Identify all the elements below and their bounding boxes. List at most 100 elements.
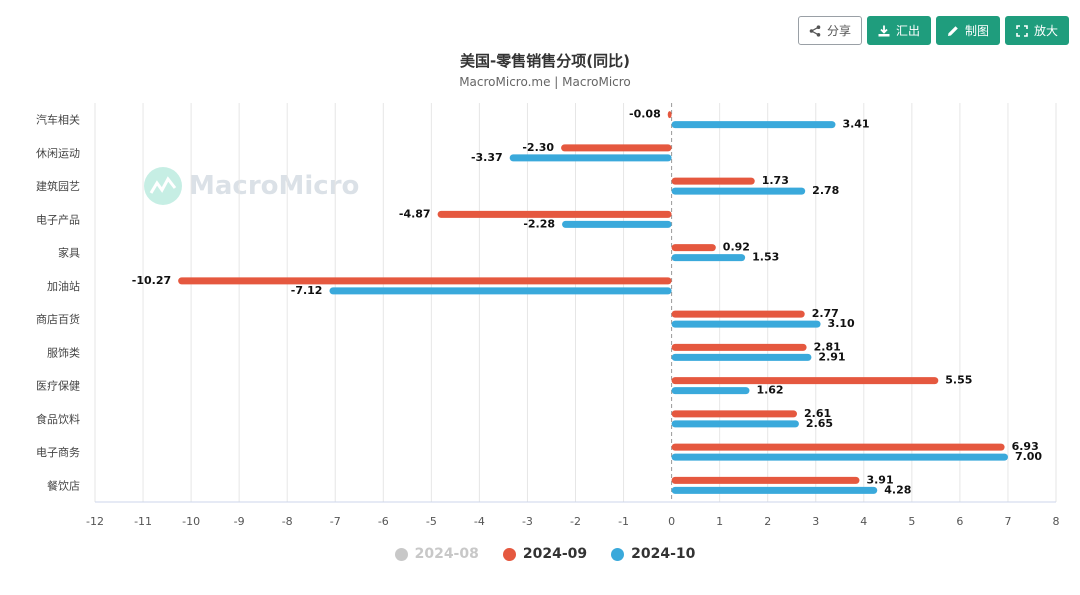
legend-label: 2024-10 xyxy=(631,546,696,562)
zoom-button[interactable]: 放大 xyxy=(1004,16,1069,45)
share-label: 分享 xyxy=(826,24,851,38)
bar-2024-09 xyxy=(671,476,860,484)
data-label: -7.12 xyxy=(291,284,323,297)
data-label: -2.28 xyxy=(523,217,555,230)
category-label: 建筑园艺 xyxy=(36,179,80,193)
bar-2024-10 xyxy=(671,187,806,195)
data-label: 2.61 xyxy=(804,407,831,420)
data-label: 1.73 xyxy=(762,174,789,187)
chart-toolbar: 分享 汇出 制图 放大 xyxy=(797,16,1069,45)
data-label: -10.27 xyxy=(132,274,171,287)
x-tick-label: -5 xyxy=(426,515,437,528)
category-label: 商店百货 xyxy=(36,312,80,326)
chart-title: 美国-零售销售分项(同比) xyxy=(460,52,630,70)
x-tick-label: 3 xyxy=(812,515,819,528)
data-label: 0.92 xyxy=(723,241,750,254)
category-label: 电子产品 xyxy=(36,212,80,226)
x-tick-label: -9 xyxy=(234,515,245,528)
bar-2024-10 xyxy=(671,121,836,129)
bar-2024-09 xyxy=(437,210,672,218)
data-label: 6.93 xyxy=(1012,440,1039,453)
data-label: 7.00 xyxy=(1015,450,1042,463)
grid-layer xyxy=(94,103,1057,503)
data-label: 1.53 xyxy=(752,251,779,264)
category-label: 加油站 xyxy=(47,279,80,293)
data-label: -3.37 xyxy=(471,151,503,164)
legend-item-2024-08[interactable]: 2024-08 xyxy=(394,546,479,562)
chart-legend: 2024-08 2024-09 2024-10 xyxy=(0,546,1080,562)
bar-2024-09 xyxy=(671,310,805,318)
legend-label: 2024-08 xyxy=(414,546,479,562)
export-label: 汇出 xyxy=(895,24,920,38)
x-tick-label: 2 xyxy=(764,515,771,528)
bar-2024-10 xyxy=(671,420,799,428)
bar-2024-10 xyxy=(509,154,672,162)
x-tick-label: 8 xyxy=(1053,515,1060,528)
x-tick-label: 1 xyxy=(716,515,723,528)
share-icon xyxy=(809,24,821,37)
bar-2024-09 xyxy=(671,377,939,385)
x-tick-label: -8 xyxy=(282,515,293,528)
category-label: 电子商务 xyxy=(36,445,80,459)
bar-2024-09 xyxy=(671,443,1005,451)
bar-2024-09 xyxy=(671,177,755,185)
draw-label: 制图 xyxy=(964,24,989,38)
x-tick-label: 7 xyxy=(1004,515,1011,528)
category-label: 食品饮料 xyxy=(36,412,80,426)
bar-2024-10 xyxy=(671,254,746,262)
data-label: 2.91 xyxy=(818,350,845,363)
legend-item-2024-09[interactable]: 2024-09 xyxy=(502,546,588,562)
data-label: 4.28 xyxy=(884,483,911,496)
data-label: 2.65 xyxy=(806,417,833,430)
category-label: 医疗保健 xyxy=(36,379,80,393)
bar-2024-10 xyxy=(329,287,672,295)
data-label: -0.08 xyxy=(629,108,661,121)
category-label: 汽车相关 xyxy=(36,113,80,127)
export-button[interactable]: 汇出 xyxy=(866,16,931,45)
data-label: 1.62 xyxy=(756,384,783,397)
x-tick-label: -2 xyxy=(570,515,581,528)
category-label: 休闲运动 xyxy=(36,146,80,160)
category-label: 餐饮店 xyxy=(47,478,80,492)
bar-2024-10 xyxy=(671,387,750,395)
legend-dot xyxy=(611,547,625,561)
x-tick-label: -12 xyxy=(86,515,104,528)
x-tick-label: -1 xyxy=(618,515,629,528)
bar-2024-10 xyxy=(671,453,1008,461)
legend-label: 2024-09 xyxy=(522,546,588,562)
data-label: 2.81 xyxy=(814,340,841,353)
x-tick-label: 5 xyxy=(908,515,915,528)
x-tick-label: 6 xyxy=(956,515,963,528)
fullscreen-icon xyxy=(1016,24,1028,37)
x-tick-label: -7 xyxy=(330,515,341,528)
x-tick-label: -3 xyxy=(522,515,533,528)
bar-2024-09 xyxy=(178,277,672,285)
category-label: 服饰类 xyxy=(47,345,80,359)
legend-item-2024-10[interactable]: 2024-10 xyxy=(611,546,695,562)
bar-2024-10 xyxy=(671,486,878,494)
bars-layer xyxy=(178,111,1008,494)
x-tick-label: 0 xyxy=(668,515,675,528)
data-label: -2.30 xyxy=(522,141,554,154)
zoom-label: 放大 xyxy=(1033,24,1058,38)
bar-2024-10 xyxy=(671,353,812,361)
legend-dot xyxy=(394,547,408,561)
data-label: 5.55 xyxy=(945,374,972,387)
pencil-icon xyxy=(947,25,958,36)
draw-button[interactable]: 制图 xyxy=(935,16,1000,45)
chart-subtitle: MacroMicro.me | MacroMicro xyxy=(459,75,631,89)
x-tick-label: -4 xyxy=(474,515,485,528)
bar-2024-09 xyxy=(667,111,672,119)
bar-2024-09 xyxy=(561,144,672,152)
data-label: 3.91 xyxy=(866,473,893,486)
data-label: 2.77 xyxy=(812,307,839,320)
bar-2024-09 xyxy=(671,244,716,252)
bar-2024-09 xyxy=(671,343,807,351)
category-label: 家具 xyxy=(58,246,80,260)
share-button[interactable]: 分享 xyxy=(797,16,862,45)
x-tick-label: -11 xyxy=(134,515,152,528)
bar-chart: -12 -11 -10 -9 -8 -7 -6 -5 -4 -3 -2 -1 0 1 2 3 4 5 6 7 8汽车相关… xyxy=(36,103,1060,528)
bar-2024-10 xyxy=(671,320,821,328)
download-icon xyxy=(878,25,890,36)
data-label: 2.78 xyxy=(812,184,839,197)
